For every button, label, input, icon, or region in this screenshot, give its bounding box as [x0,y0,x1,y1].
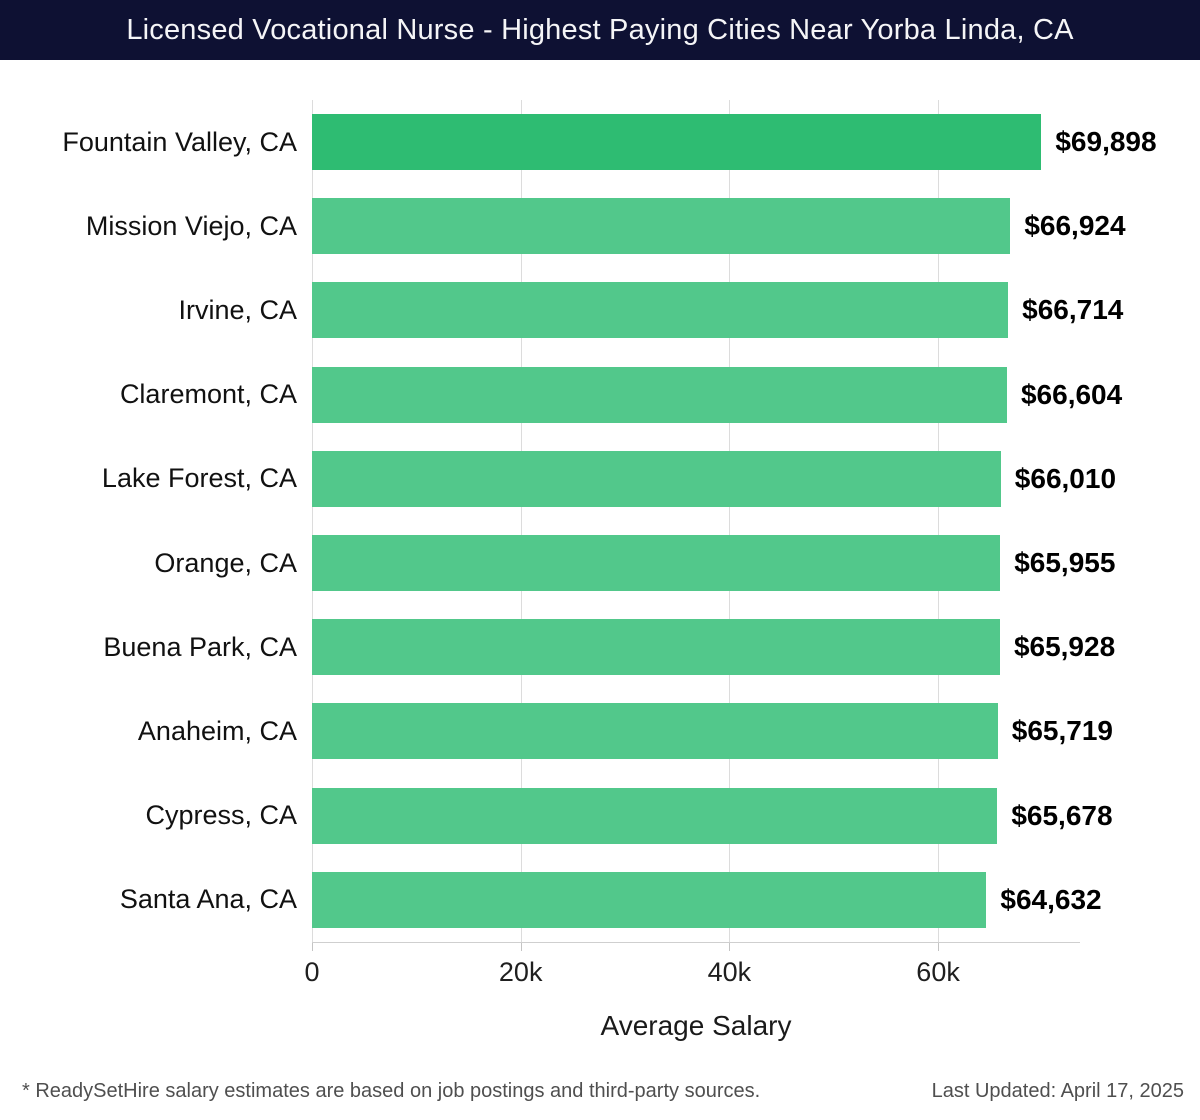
category-label: Buena Park, CA [103,631,297,662]
axis-tick [312,943,313,951]
axis-tick [520,943,522,951]
category-label: Cypress, CA [145,800,297,831]
bar-value-label: $66,924 [1024,210,1126,242]
gridline [520,100,522,942]
category-label: Fountain Valley, CA [62,126,297,157]
bar-value-label: $66,604 [1020,378,1123,410]
bar-value-label: $64,632 [1000,883,1102,915]
bar-value-label: $66,714 [1022,294,1124,326]
source-note: * ReadySetHire salary estimates are base… [22,1080,761,1102]
title-bar: Licensed Vocational Nurse - Highest Payi… [0,0,1200,60]
bar-row: $66,714 [312,268,1123,352]
bar-value-label: $65,719 [1011,715,1113,747]
bar-row: $66,924 [312,184,1126,268]
axis-tick-label: 60k [916,957,960,987]
bar [312,366,1007,423]
category-label: Santa Ana, CA [119,884,297,915]
bar [312,703,998,760]
bar-row: $66,010 [312,437,1116,521]
category-label: Orange, CA [154,547,297,578]
bar-value-label: $65,928 [1013,631,1116,663]
bar-row: $64,632 [312,858,1102,942]
bar-row: $65,955 [312,521,1115,605]
bar [312,450,1001,507]
bar [312,787,998,844]
bar-value-label: $66,010 [1014,462,1117,494]
bar [312,619,1000,676]
bar [312,114,1042,171]
x-axis: 0 20k 40k 60k [304,942,1080,1002]
bar-row: $66,604 [312,353,1122,437]
footer: * ReadySetHire salary estimates are base… [0,1080,1200,1110]
category-label: Mission Viejo, CA [85,210,297,241]
bar [312,871,987,928]
last-updated: Last Updated: April 17, 2025 [931,1080,1184,1102]
bar [312,282,1009,339]
bar-row: $65,678 [312,774,1113,858]
category-label: Lake Forest, CA [101,463,297,494]
axis-tick-label: 20k [498,957,543,987]
bar-row: $65,928 [312,605,1115,689]
gridline [729,100,731,942]
bar-value-label: $69,898 [1055,126,1157,158]
bar-row: $69,898 [312,100,1157,184]
gridline [938,100,940,942]
bar-value-label: $65,955 [1014,547,1116,579]
bar-chart-plot-area: $69,898 $66,924 $66,714 $66,604 $66,010 $65,9… [312,100,1157,942]
bar-row: $65,719 [312,689,1113,773]
bar [312,198,1011,255]
category-axis: Fountain Valley, CA Mission Viejo, CA Irvi… [0,100,297,942]
chart-title: Licensed Vocational Nurse - Highest Payi… [126,13,1074,46]
category-label: Claremont, CA [119,379,297,410]
axis-tick-label: 40k [707,957,752,987]
x-axis-title: Average Salary [600,1010,792,1041]
gridline [312,100,313,942]
axis-tick [938,943,940,951]
category-label: Irvine, CA [178,294,297,325]
axis-tick [729,943,731,951]
category-label: Anaheim, CA [137,715,297,746]
bar [312,535,1001,592]
bar-value-label: $65,678 [1011,799,1113,831]
axis-tick-label: 0 [304,957,320,987]
